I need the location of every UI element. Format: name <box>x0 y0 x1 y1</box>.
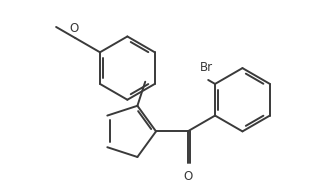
Text: Br: Br <box>200 61 213 74</box>
Text: O: O <box>69 22 79 35</box>
Text: O: O <box>183 170 192 183</box>
